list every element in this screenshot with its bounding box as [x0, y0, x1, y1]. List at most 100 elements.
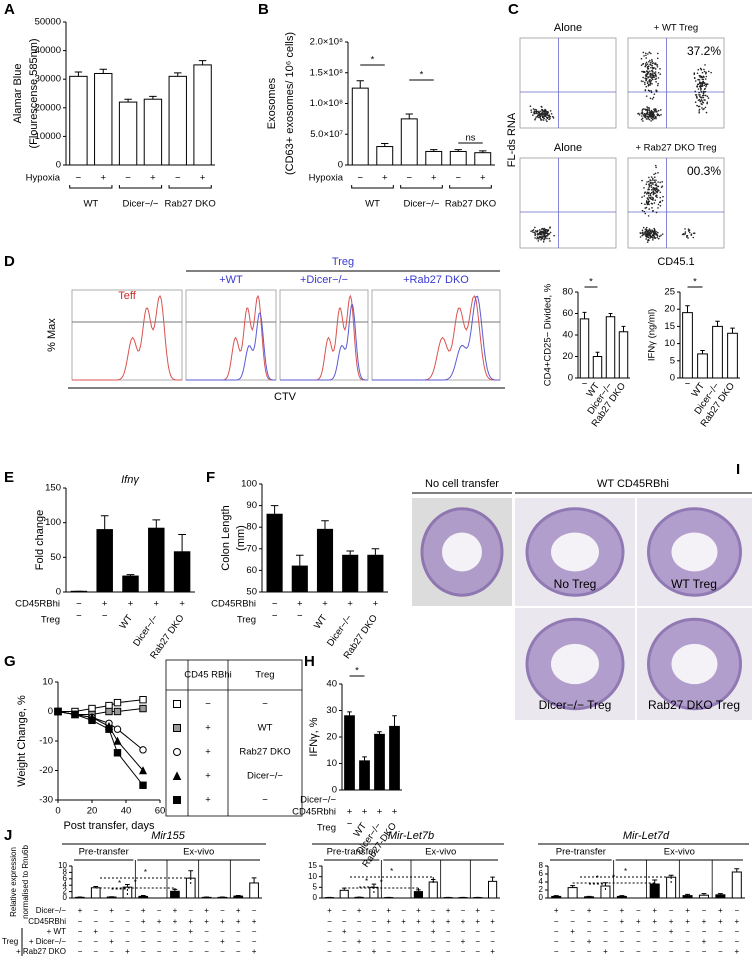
flow-event — [650, 179, 652, 182]
bar — [551, 895, 562, 899]
flow-event — [646, 229, 648, 231]
bar — [682, 312, 693, 379]
flow-event — [653, 67, 656, 69]
flow-event — [698, 74, 701, 77]
condition-mark: − — [93, 937, 98, 946]
flow-event — [546, 114, 548, 116]
y-tick-label: 40 — [562, 330, 573, 341]
flow-y-label: FL-ds RNA — [506, 112, 518, 167]
bar — [367, 554, 384, 593]
flow-event — [652, 191, 655, 194]
flow-event — [644, 207, 647, 209]
bar — [698, 894, 709, 899]
bar — [474, 152, 492, 166]
flow-event — [653, 228, 656, 231]
condition-mark: − — [272, 599, 278, 610]
flow-event — [702, 93, 705, 95]
flow-event — [651, 118, 654, 120]
histogram-plot — [279, 289, 369, 381]
bar — [266, 513, 283, 593]
error-bar — [346, 550, 354, 556]
flow-event — [649, 115, 651, 117]
error-bar — [381, 142, 389, 147]
flow-event — [647, 81, 649, 83]
condition-mark: − — [372, 906, 377, 915]
y-tick-label: 8 — [539, 861, 544, 870]
condition-mark: − — [685, 937, 690, 946]
legend-marker — [172, 771, 182, 780]
flow-event — [647, 53, 649, 55]
y-tick-label: 20 — [664, 304, 675, 315]
flow-event — [644, 231, 646, 234]
condition-mark: + — [382, 173, 388, 184]
flow-event — [641, 179, 643, 182]
flow-event — [552, 117, 555, 119]
flow-event — [646, 66, 649, 68]
x-tick-label: − — [76, 611, 82, 622]
bar — [682, 895, 693, 899]
flow-event — [656, 113, 659, 116]
y-tick-label: 5 — [670, 355, 675, 366]
header-label: Pre-transfer — [79, 847, 129, 858]
condition-mark: − — [236, 947, 241, 956]
flow-event — [690, 233, 693, 235]
flow-event — [704, 94, 707, 97]
panel-label: F — [206, 469, 215, 486]
bar — [449, 150, 467, 166]
condition-mark: + — [475, 917, 480, 926]
flow-event — [658, 235, 661, 238]
flow-event — [696, 86, 698, 88]
bar — [697, 353, 708, 379]
flow-event — [541, 234, 543, 236]
flow-event — [638, 114, 641, 116]
flow-event — [544, 236, 547, 238]
y-tick-label: 50 — [50, 552, 61, 563]
flow-event — [648, 107, 651, 109]
error-bar — [621, 325, 626, 332]
flow-percent: 37.2% — [687, 44, 721, 58]
flow-event — [531, 229, 534, 232]
y-tick-label: 8 — [63, 868, 68, 877]
flow-event — [652, 96, 655, 99]
condition-mark: + — [416, 906, 421, 915]
flow-event — [647, 215, 650, 217]
y-tick-label: 0 — [63, 893, 68, 902]
condition-label: Hypoxia — [309, 173, 344, 184]
y-axis-label: (CD63+ exosomes/ 10⁶ cells) — [284, 32, 296, 175]
condition-mark: + — [78, 906, 83, 915]
condition-mark: − — [141, 937, 146, 946]
flow-event — [694, 80, 697, 82]
condition-mark: + — [461, 917, 466, 926]
condition-mark: − — [570, 917, 575, 926]
flow-event — [703, 84, 706, 87]
error-bar — [553, 895, 559, 897]
condition-mark: + — [620, 917, 625, 926]
y-tick-label: 25 — [664, 287, 675, 298]
flow-event — [647, 180, 650, 183]
condition-mark: − — [173, 937, 178, 946]
flow-event — [645, 183, 648, 186]
bar — [400, 118, 418, 166]
flow-event — [656, 231, 659, 234]
flow-event — [541, 230, 544, 233]
flow-event — [540, 228, 543, 230]
condition-mark: − — [125, 927, 130, 936]
flow-event — [654, 68, 657, 70]
condition-mark: + — [669, 927, 674, 936]
flow-event — [645, 201, 648, 203]
flow-event — [543, 233, 546, 235]
condition-mark: − — [603, 906, 608, 915]
histogram-label: +Dicer−/− — [300, 274, 348, 286]
flow-event — [545, 232, 548, 234]
flow-event — [642, 51, 645, 54]
flow-event — [657, 237, 660, 240]
flow-event — [645, 57, 647, 59]
condition-mark: − — [490, 906, 495, 915]
annotation: * — [420, 70, 424, 81]
condition-mark: + — [362, 807, 368, 818]
y-axis-label: IFNγ (ng/ml) — [647, 309, 658, 361]
group-bracket — [118, 185, 163, 189]
annotation: * — [355, 666, 359, 677]
bar — [584, 896, 595, 899]
flow-event — [650, 196, 652, 198]
